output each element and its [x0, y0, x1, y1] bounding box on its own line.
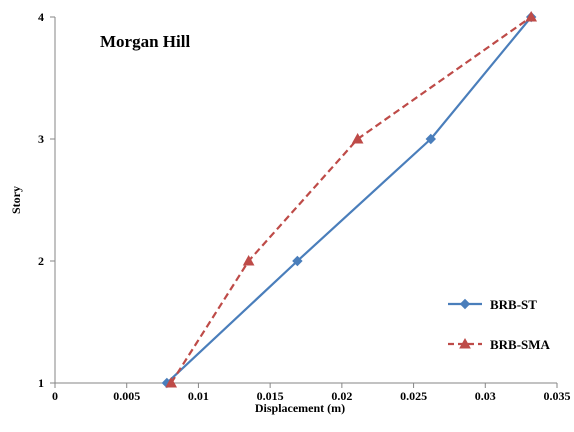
x-tick-label: 0.005 — [113, 389, 140, 403]
y-tick-label: 3 — [38, 132, 44, 146]
x-tick-label: 0.025 — [400, 389, 427, 403]
data-point — [525, 10, 538, 22]
series-group — [165, 10, 538, 388]
data-point — [292, 255, 303, 267]
chart-title: Morgan Hill — [100, 32, 190, 51]
axes-layer: 0 0.005 0.01 0.015 0.02 0.025 0.03 0.035 1 2 3 4 — [38, 10, 571, 403]
legend-label: BRB-SMA — [490, 337, 551, 352]
x-tick-label: 0.035 — [544, 389, 571, 403]
y-tick-label: 1 — [38, 376, 44, 390]
legend-item: BRB-ST — [448, 297, 537, 312]
y-axis-title: Story — [9, 186, 23, 214]
legend-label: BRB-ST — [490, 297, 537, 312]
data-point — [242, 254, 255, 266]
x-tick-label: 0 — [52, 389, 58, 403]
legend-marker — [459, 337, 471, 349]
x-tick-label: 0.03 — [475, 389, 496, 403]
y-tick-label: 4 — [38, 10, 44, 24]
x-tick-label: 0.02 — [331, 389, 352, 403]
x-axis-title: Displacement (m) — [255, 401, 345, 415]
legend-item: BRB-SMA — [448, 337, 551, 352]
data-point — [351, 132, 364, 144]
legend: BRB-ST BRB-SMA — [448, 297, 551, 352]
series-layer — [161, 10, 538, 389]
series-line — [170, 16, 532, 384]
legend-marker — [459, 298, 471, 310]
x-tick-label: 0.015 — [257, 389, 284, 403]
y-tick-label: 2 — [38, 254, 44, 268]
data-point — [165, 376, 178, 388]
data-point — [425, 133, 436, 145]
x-tick-label: 0.01 — [188, 389, 209, 403]
series-line — [166, 16, 533, 384]
text-layer: Morgan Hill Displacement (m) Story — [9, 32, 345, 415]
